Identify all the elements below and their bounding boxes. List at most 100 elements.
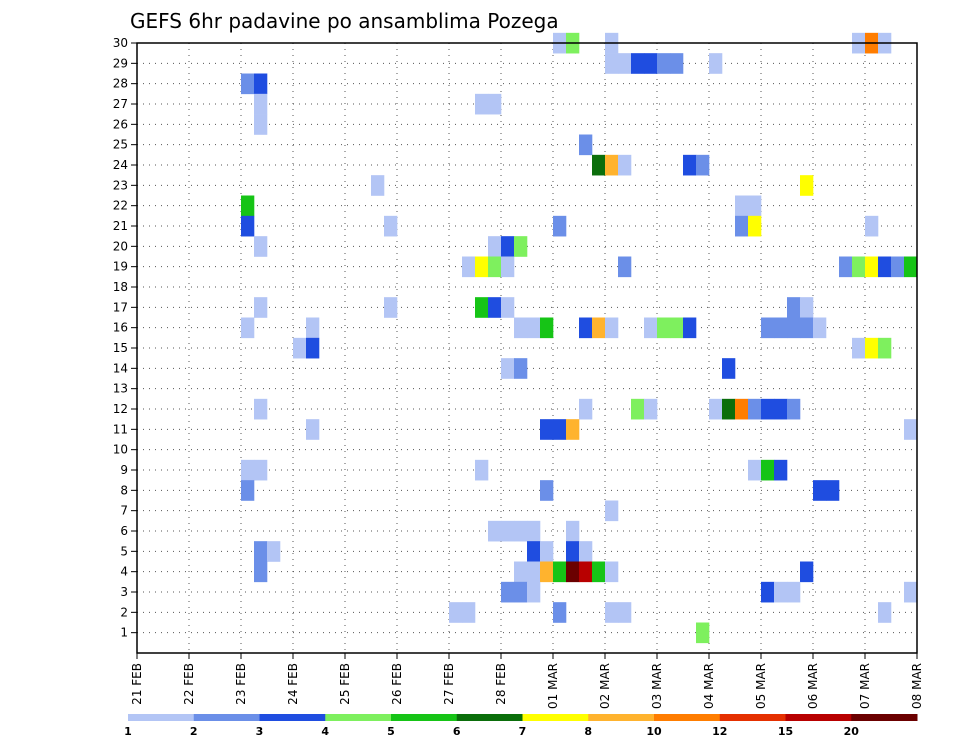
heatmap-cell: [878, 337, 892, 359]
x-tick-label: 21 FEB: [130, 663, 144, 705]
heatmap-cell: [670, 53, 684, 74]
heatmap-cell: [605, 317, 619, 339]
heatmap-cell: [800, 297, 814, 318]
legend-label: 6: [453, 725, 461, 738]
heatmap-cell: [514, 317, 528, 339]
heatmap-cell: [475, 256, 489, 278]
heatmap-cell: [306, 419, 320, 440]
heatmap-cell: [683, 317, 697, 339]
heatmap-cell: [488, 93, 502, 115]
heatmap-cell: [904, 256, 918, 278]
heatmap-cell: [774, 581, 788, 603]
y-tick-label: 22: [113, 199, 128, 213]
legend-label: 3: [256, 725, 264, 738]
y-tick-label: 4: [120, 565, 128, 579]
x-tick-label: 22 FEB: [182, 663, 196, 705]
heatmap-cell: [631, 398, 645, 420]
heatmap-cell: [540, 419, 554, 440]
legend-swatch: [391, 714, 458, 721]
heatmap-cells: [241, 32, 918, 644]
heatmap-cell: [735, 195, 749, 217]
y-tick-label: 8: [120, 483, 128, 497]
heatmap-cell: [527, 317, 541, 339]
heatmap-cell: [787, 297, 801, 318]
x-tick-label: 01 MAR: [546, 663, 560, 709]
heatmap-cell: [501, 520, 515, 542]
heatmap-cell: [306, 317, 320, 339]
heatmap-cell: [579, 541, 593, 562]
x-axis-ticks: 21 FEB 22 FEB 23 FEB 24 FEB 25 FEB 26 FEB 27 F…: [130, 653, 924, 709]
legend-label: 5: [387, 725, 395, 738]
heatmap-cell: [501, 256, 515, 278]
legend-label: 7: [519, 725, 527, 738]
heatmap-cell: [462, 256, 476, 278]
legend-swatch: [259, 714, 326, 721]
heatmap-cell: [618, 154, 632, 176]
heatmap-cell: [254, 398, 268, 420]
y-tick-label: 28: [113, 77, 128, 91]
heatmap-cell: [254, 73, 268, 95]
legend-label: 1: [124, 725, 132, 738]
heatmap-cell: [384, 215, 398, 237]
heatmap-cell: [618, 256, 632, 278]
heatmap-cell: [605, 561, 619, 583]
heatmap-cell: [683, 154, 697, 176]
x-tick-label: 24 FEB: [286, 663, 300, 705]
y-tick-label: 26: [113, 117, 128, 131]
heatmap-cell: [644, 53, 658, 74]
heatmap-cell: [891, 256, 905, 278]
heatmap-cell: [579, 317, 593, 339]
heatmap-cell: [787, 398, 801, 420]
heatmap-cell: [514, 520, 528, 542]
x-tick-label: 25 FEB: [338, 663, 352, 705]
x-tick-label: 05 MAR: [754, 663, 768, 709]
legend-label: 20: [844, 725, 860, 738]
heatmap-cell: [852, 256, 866, 278]
heatmap-cell: [501, 581, 515, 603]
heatmap-cell: [579, 134, 593, 156]
legend-label: 2: [190, 725, 198, 738]
y-tick-label: 18: [113, 280, 128, 294]
heatmap-cell: [514, 581, 528, 603]
heatmap-cell: [488, 256, 502, 278]
heatmap-cell: [501, 297, 515, 318]
heatmap-cell: [644, 398, 658, 420]
heatmap-cell: [241, 459, 255, 481]
heatmap-cell: [540, 541, 554, 562]
heatmap-cell: [774, 398, 788, 420]
heatmap-cell: [605, 154, 619, 176]
heatmap-cell: [644, 317, 658, 339]
heatmap-cell: [618, 53, 632, 74]
heatmap-cell: [293, 337, 307, 359]
heatmap-cell: [488, 236, 502, 257]
legend-swatch: [785, 714, 852, 721]
heatmap-cell: [800, 561, 814, 583]
heatmap-cell: [501, 236, 515, 257]
heatmap-cell: [800, 317, 814, 339]
heatmap-cell: [566, 561, 580, 583]
chart-title: GEFS 6hr padavine po ansamblima Pozega: [130, 9, 559, 33]
heatmap-cell: [527, 520, 541, 542]
heatmap-cell: [787, 581, 801, 603]
heatmap-cell: [605, 500, 619, 522]
y-axis-ticks: 1234567891011121314151617181920212223242…: [113, 36, 137, 640]
x-tick-label: 03 MAR: [650, 663, 664, 709]
heatmap-cell: [371, 175, 385, 196]
heatmap-cell: [267, 541, 281, 562]
x-tick-label: 07 MAR: [858, 663, 872, 709]
heatmap-cell: [527, 561, 541, 583]
legend-swatch: [522, 714, 589, 721]
y-tick-label: 15: [113, 341, 128, 355]
heatmap-cell: [631, 53, 645, 74]
heatmap-cell: [475, 297, 489, 318]
heatmap-cell: [514, 561, 528, 583]
y-tick-label: 9: [120, 463, 128, 477]
heatmap-cell: [839, 256, 853, 278]
legend-label: 12: [712, 725, 727, 738]
heatmap-cell: [722, 398, 736, 420]
y-tick-label: 30: [113, 36, 128, 50]
y-tick-label: 6: [120, 524, 128, 538]
heatmap-cell: [813, 317, 827, 339]
legend-label: 10: [646, 725, 662, 738]
